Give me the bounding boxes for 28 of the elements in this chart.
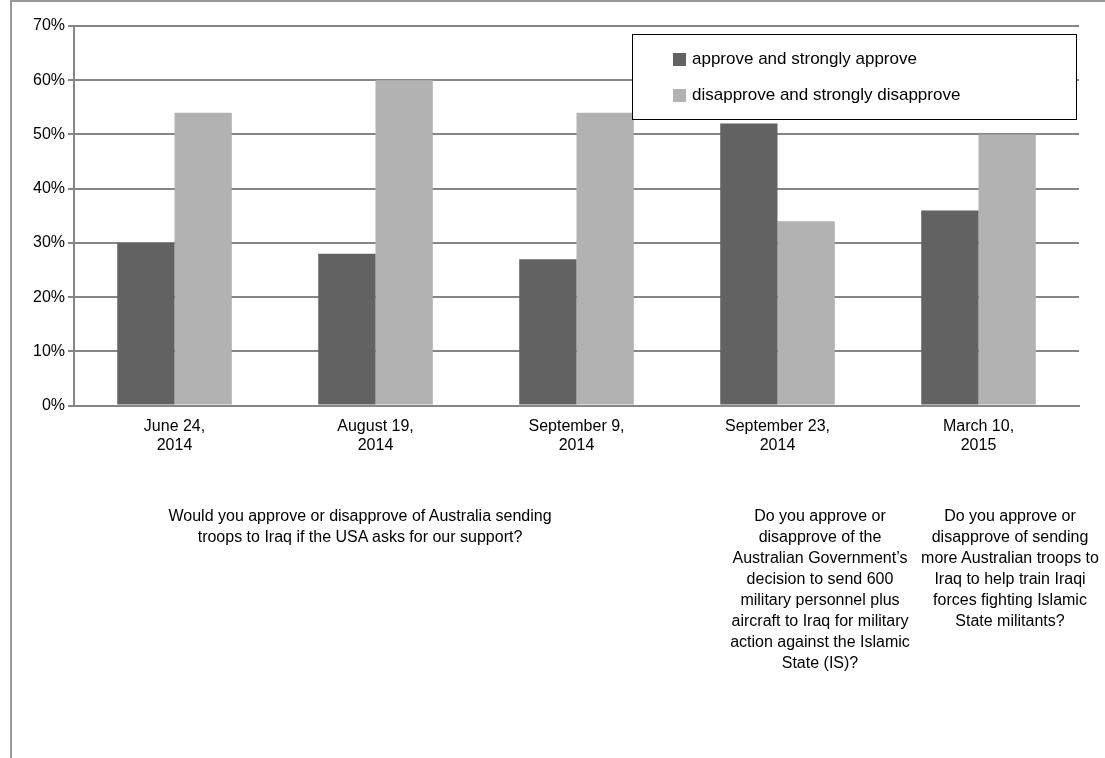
bar [720,123,778,405]
bar [576,112,634,405]
y-tick-label: 60% [32,70,66,88]
bar [375,80,433,405]
y-tick-label: 0% [41,396,66,414]
x-tick-label: August 19, 2014 [337,416,414,453]
bar [519,259,577,405]
y-tick-label: 30% [32,233,66,251]
legend-label: approve and strongly approve [692,49,917,69]
bar [318,253,376,405]
y-tick-label: 20% [32,287,66,305]
x-tick-label: September 23, 2014 [725,416,830,453]
legend-label: disapprove and strongly disapprove [692,85,961,105]
text: Would you approve or disapprove of Australia sending troops to Iraq if the USA asks for our support? [167,506,553,547]
text: Do you approve or disapprove of the Australian Government’s decision to send 600 military personnel plus aircraft to Iraq for military action against the Islamic State (IS)? [729,506,911,673]
x-tick-label: March 10, 2015 [942,416,1015,453]
y-tick-label: 70% [32,16,66,34]
bar [174,112,232,405]
bar [117,242,175,405]
bar [777,221,835,405]
text: Do you approve or disapprove of sending more Australian troops to Iraq to help train Iraqi forces fighting Islamic State militants? [920,506,1100,631]
x-tick-label: September 9, 2014 [528,416,625,453]
bar [921,210,979,405]
x-tick-label: June 24, 2014 [143,416,206,453]
bar [978,134,1036,405]
y-tick-label: 40% [32,179,66,197]
y-tick-label: 10% [32,341,66,359]
y-tick-label: 50% [32,124,66,142]
